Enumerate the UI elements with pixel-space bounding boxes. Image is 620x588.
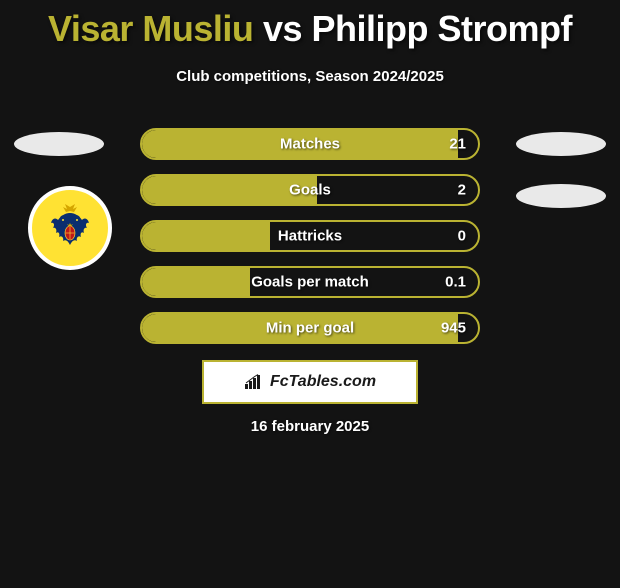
player-2-name: Philipp Strompf [312, 8, 572, 49]
stat-value: 21 [449, 136, 466, 153]
subtitle: Club competitions, Season 2024/2025 [0, 68, 620, 85]
stat-label: Goals [289, 182, 331, 199]
stat-value: 0 [458, 228, 466, 245]
comparison-title: Visar Musliu vs Philipp Strompf [0, 8, 620, 50]
date-text: 16 february 2025 [251, 418, 369, 435]
brand-text: FcTables.com [270, 373, 376, 391]
bar-chart-icon [244, 374, 264, 390]
stat-bars: Matches 21 Goals 2 Hattricks 0 Goals per match… [140, 128, 480, 358]
player-1-name: Visar Musliu [48, 8, 253, 49]
eagle-icon [43, 201, 97, 255]
stat-bar-fill [142, 222, 270, 250]
player-2-placeholder-icon [516, 132, 606, 156]
stat-label: Goals per match [251, 274, 369, 291]
stat-row: Goals per match 0.1 [140, 266, 480, 298]
stat-label: Min per goal [266, 320, 354, 337]
stat-bar-fill [142, 268, 250, 296]
brand-badge: FcTables.com [202, 360, 418, 404]
club-2-placeholder-icon [516, 184, 606, 208]
stat-row: Goals 2 [140, 174, 480, 206]
stat-value: 2 [458, 182, 466, 199]
stat-label: Hattricks [278, 228, 342, 245]
stat-value: 945 [441, 320, 466, 337]
player-1-placeholder-icon [14, 132, 104, 156]
vs-text: vs [263, 8, 302, 49]
stat-value: 0.1 [445, 274, 466, 291]
club-1-logo [28, 186, 112, 270]
stat-row: Hattricks 0 [140, 220, 480, 252]
stat-row: Matches 21 [140, 128, 480, 160]
stat-row: Min per goal 945 [140, 312, 480, 344]
stat-label: Matches [280, 136, 340, 153]
